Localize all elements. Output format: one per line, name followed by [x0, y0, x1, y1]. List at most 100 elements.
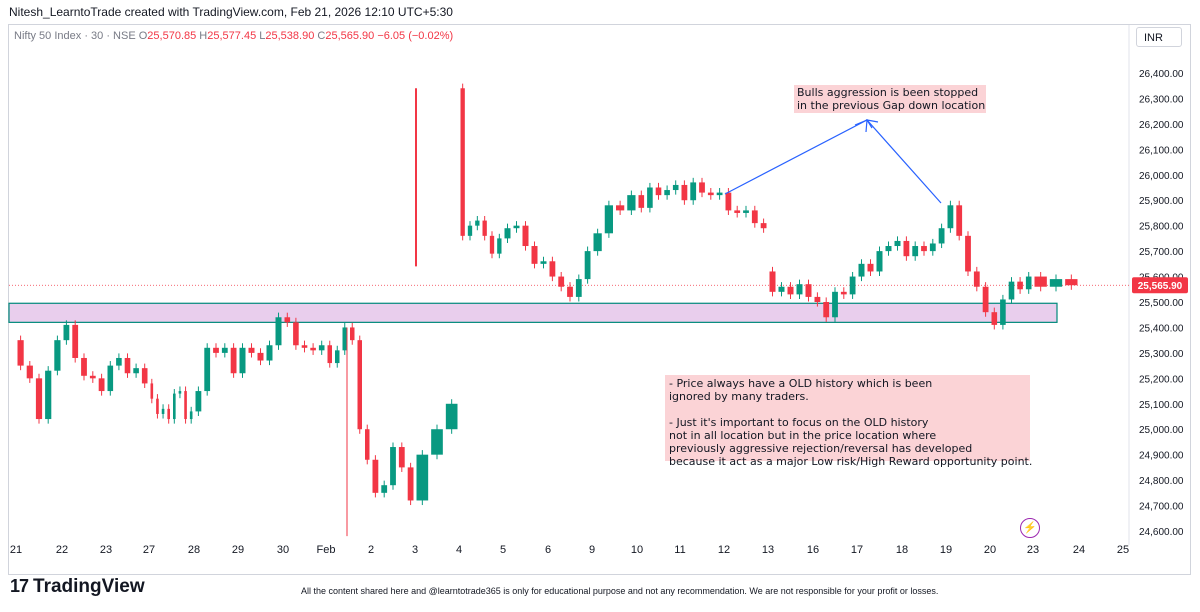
candle: [248, 347, 255, 353]
candle: [213, 347, 219, 353]
candle: [716, 192, 723, 196]
candle: [584, 251, 591, 280]
candle: [482, 220, 487, 236]
candle: [301, 345, 308, 348]
candle: [681, 184, 688, 201]
y-tick-label: 25,800.00: [1139, 222, 1184, 233]
candle: [929, 243, 936, 252]
candle: [178, 391, 182, 394]
candle: [416, 454, 429, 501]
candle: [189, 411, 193, 420]
y-tick-label: 25,400.00: [1139, 323, 1184, 334]
candle: [357, 340, 362, 430]
open-value: 25,570.85: [147, 30, 197, 42]
candle: [672, 184, 679, 191]
candle: [832, 291, 838, 318]
candle: [1065, 279, 1078, 286]
high-label: H: [199, 30, 208, 42]
candle: [965, 235, 971, 272]
candle: [638, 195, 645, 208]
bottom-annotation[interactable]: - Price always have a OLD history which …: [665, 375, 1032, 468]
candle: [407, 467, 414, 501]
candle: [266, 345, 273, 361]
candle: [161, 408, 165, 414]
support-zone: [8, 302, 1058, 323]
candle: [350, 327, 355, 341]
candle: [497, 238, 502, 254]
top-annotation[interactable]: Bulls aggression is been stopped in the …: [794, 85, 986, 113]
y-tick-label: 26,000.00: [1139, 171, 1184, 182]
x-tick-label: 9: [589, 544, 595, 556]
x-tick-label: 3: [412, 544, 418, 556]
candle: [823, 302, 830, 318]
candles: [17, 83, 1078, 506]
x-tick-label: 20: [984, 544, 996, 556]
y-tick-label: 24,600.00: [1139, 527, 1184, 538]
candle: [45, 370, 52, 420]
candle: [814, 296, 821, 302]
candle: [627, 195, 636, 211]
candle: [1000, 299, 1006, 325]
candle: [365, 429, 370, 460]
candle: [894, 240, 901, 247]
y-tick-label: 24,900.00: [1139, 451, 1184, 462]
candle: [54, 340, 61, 371]
candle: [805, 284, 812, 297]
candle: [858, 263, 865, 277]
candle: [699, 182, 705, 193]
lightning-icon[interactable]: ⚡: [1020, 518, 1040, 538]
low-value: 25,538.90: [265, 30, 315, 42]
candle: [467, 225, 473, 236]
candle: [89, 375, 96, 379]
candle: [1008, 281, 1015, 300]
x-tick-label: 24: [1073, 544, 1085, 556]
x-tick-label: 28: [188, 544, 200, 556]
candle: [1034, 276, 1047, 287]
y-tick-label: 25,900.00: [1139, 196, 1184, 207]
y-tick-label: 24,700.00: [1139, 502, 1184, 513]
y-tick-label: 26,300.00: [1139, 94, 1184, 105]
chart-frame: [8, 24, 1191, 575]
candle: [35, 378, 43, 420]
candle: [81, 357, 87, 376]
candle: [647, 187, 653, 208]
x-tick-label: 27: [143, 544, 155, 556]
candle: [284, 317, 291, 323]
candle: [991, 312, 998, 325]
candle: [17, 340, 24, 366]
candle: [327, 345, 332, 364]
candle: [549, 261, 556, 277]
currency-button[interactable]: INR: [1136, 27, 1182, 47]
x-tick-label: 12: [718, 544, 730, 556]
candle: [1025, 276, 1032, 290]
x-tick-label: 10: [631, 544, 643, 556]
candle: [98, 378, 105, 392]
candle: [743, 210, 749, 213]
x-tick-label: 30: [277, 544, 289, 556]
tradingview-logo[interactable]: 17 TradingView: [10, 576, 145, 598]
candle: [769, 271, 776, 292]
candle: [973, 271, 980, 287]
candle: [116, 357, 122, 366]
x-tick-label: 22: [56, 544, 68, 556]
candle: [184, 391, 187, 420]
disclaimer-text: All the content shared here and @learnto…: [301, 586, 939, 596]
y-tick-label: 25,700.00: [1139, 247, 1184, 258]
candle: [398, 447, 405, 468]
candle: [867, 263, 874, 272]
candle: [760, 223, 767, 229]
x-tick-label: 16: [807, 544, 819, 556]
arrow-line: [724, 119, 942, 204]
candle: [431, 429, 443, 455]
candle: [63, 324, 70, 341]
symbol-label[interactable]: Nifty 50 Index · 30 · NSE: [14, 30, 136, 42]
candle: [150, 383, 154, 399]
x-tick-label: 18: [896, 544, 908, 556]
candle: [903, 240, 910, 257]
y-tick-label: 26,200.00: [1139, 120, 1184, 131]
candle: [707, 192, 714, 196]
candle: [72, 324, 79, 358]
candle: [558, 276, 565, 287]
candle: [885, 246, 892, 252]
